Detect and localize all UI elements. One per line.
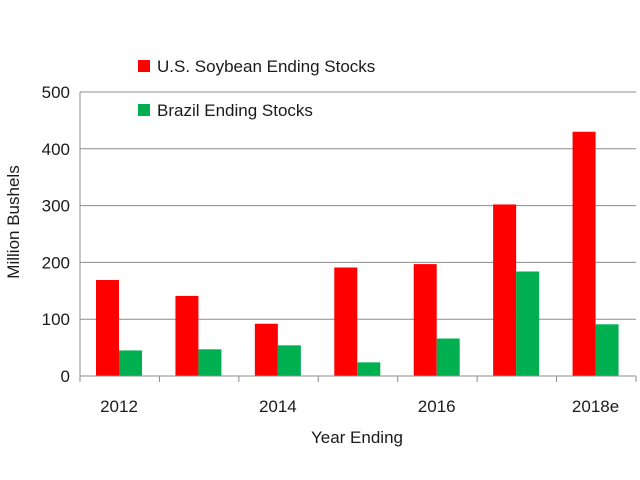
us-bar-2012 xyxy=(96,280,119,376)
y-tick-label: 300 xyxy=(42,197,70,216)
y-tick-label: 500 xyxy=(42,83,70,102)
legend: U.S. Soybean Ending Stocks Brazil Ending… xyxy=(138,57,375,120)
bars xyxy=(96,132,619,376)
brazil-bar-2016 xyxy=(437,339,460,376)
brazil-bar-2012 xyxy=(119,350,142,376)
y-tick-label: 200 xyxy=(42,253,70,272)
x-tick-label: 2012 xyxy=(100,397,138,416)
brazil-bar-2018e xyxy=(596,324,619,376)
us-bar-2014 xyxy=(255,324,278,376)
us-bar-2015 xyxy=(334,268,357,376)
y-tick-label: 400 xyxy=(42,140,70,159)
bar-chart: 0 100 200 300 400 500 2012 2014 2016 2018e Milli… xyxy=(0,0,640,480)
y-tick-labels: 0 100 200 300 400 500 xyxy=(42,83,70,386)
us-bar-2016 xyxy=(414,264,437,376)
legend-label-brazil: Brazil Ending Stocks xyxy=(157,101,313,120)
brazil-bar-2015 xyxy=(357,362,380,376)
us-bar-2018e xyxy=(573,132,596,376)
brazil-bar-2013 xyxy=(198,349,221,376)
brazil-bar-2017 xyxy=(516,271,539,376)
x-tick-labels: 2012 2014 2016 2018e xyxy=(100,397,619,416)
x-axis-title: Year Ending xyxy=(311,428,403,447)
brazil-bar-2014 xyxy=(278,345,301,376)
x-tick-label: 2014 xyxy=(259,397,297,416)
y-axis-title: Million Bushels xyxy=(4,165,23,278)
us-bar-2013 xyxy=(175,296,198,376)
gridlines xyxy=(80,92,636,319)
legend-swatch-brazil xyxy=(138,104,150,116)
us-bar-2017 xyxy=(493,204,516,376)
legend-swatch-us xyxy=(138,60,150,72)
x-tick-label: 2018e xyxy=(572,397,619,416)
legend-label-us: U.S. Soybean Ending Stocks xyxy=(157,57,375,76)
x-tick-label: 2016 xyxy=(418,397,456,416)
y-tick-label: 0 xyxy=(61,367,70,386)
axes xyxy=(80,92,636,382)
y-tick-label: 100 xyxy=(42,310,70,329)
